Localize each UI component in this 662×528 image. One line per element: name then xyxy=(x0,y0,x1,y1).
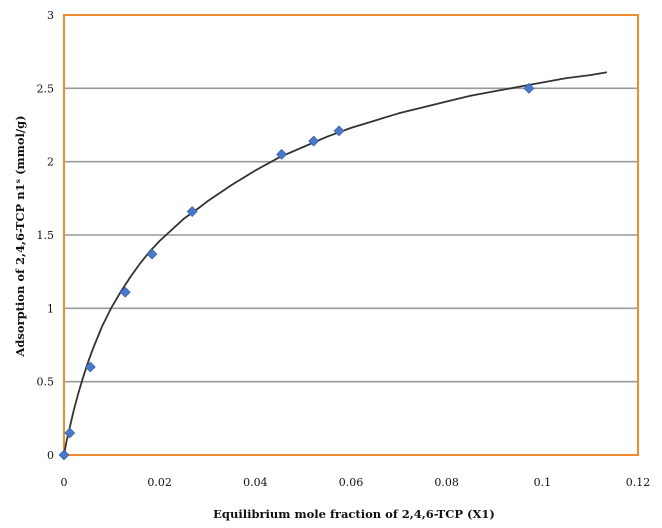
x-tick-label: 0.06 xyxy=(339,476,364,489)
x-tick-label: 0.08 xyxy=(434,476,459,489)
data-point-marker xyxy=(333,125,345,137)
y-axis-ticks: 0 0.5 1 1.5 2 2.5 3 xyxy=(37,9,55,462)
y-tick-label: 1.5 xyxy=(37,229,55,242)
x-axis-title: Equilibrium mole fraction of 2,4,6-TCP (… xyxy=(213,507,495,521)
data-point-marker xyxy=(84,361,96,373)
data-point-marker xyxy=(146,248,158,260)
y-tick-label: 3 xyxy=(47,9,54,22)
x-tick-label: 0 xyxy=(61,476,68,489)
data-points-series xyxy=(58,82,535,461)
data-point-marker xyxy=(523,82,535,94)
x-tick-label: 0.12 xyxy=(626,476,651,489)
y-tick-label: 0.5 xyxy=(37,376,55,389)
grid-lines xyxy=(64,87,638,383)
x-axis-ticks: 0 0.02 0.04 0.06 0.08 0.1 0.12 xyxy=(61,476,651,489)
data-point-marker xyxy=(64,427,76,439)
plot-border xyxy=(63,14,639,456)
data-point-marker xyxy=(58,449,70,461)
x-tick-label: 0.1 xyxy=(534,476,552,489)
data-point-marker xyxy=(119,286,131,298)
y-tick-label: 0 xyxy=(47,449,54,462)
x-tick-label: 0.04 xyxy=(243,476,268,489)
y-tick-label: 2.5 xyxy=(37,82,55,95)
data-point-marker xyxy=(276,148,288,160)
y-tick-label: 1 xyxy=(47,302,54,315)
x-tick-label: 0.02 xyxy=(147,476,172,489)
y-tick-label: 2 xyxy=(47,156,54,169)
data-point-marker xyxy=(186,206,198,217)
plot-frame xyxy=(63,14,639,456)
data-point-marker xyxy=(308,135,320,147)
y-axis-title: Adsorption of 2,4,6-TCP n1ˢ (mmol/g) xyxy=(13,115,27,357)
